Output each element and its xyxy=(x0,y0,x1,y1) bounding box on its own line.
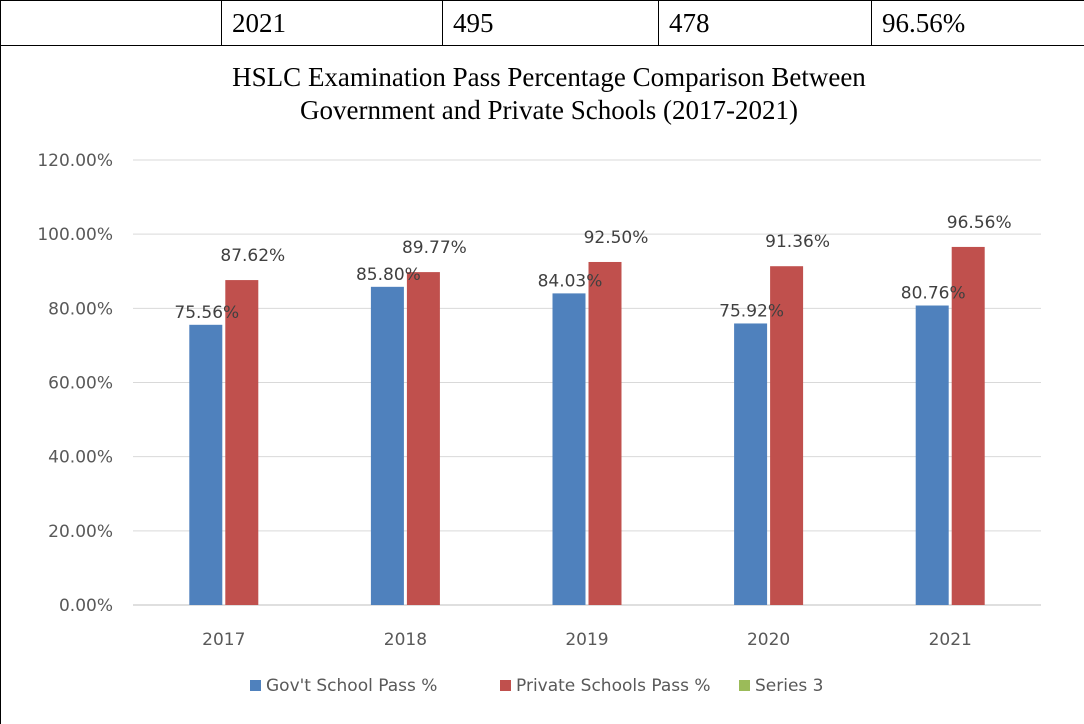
x-tick-label: 2020 xyxy=(747,630,790,650)
data-label-private: 92.50% xyxy=(584,228,649,248)
bar-govt xyxy=(370,286,404,605)
x-tick-label: 2017 xyxy=(202,630,245,650)
chart-area: HSLC Examination Pass Percentage Compari… xyxy=(0,46,1084,724)
y-tick-label: 80.00% xyxy=(48,299,113,319)
legend-label: Gov't School Pass % xyxy=(266,676,437,696)
data-label-private: 91.36% xyxy=(765,232,830,252)
y-tick-label: 40.00% xyxy=(48,448,113,468)
data-label-govt: 80.76% xyxy=(901,284,966,304)
data-label-govt: 75.56% xyxy=(174,303,239,323)
bar-private xyxy=(770,266,804,605)
data-label-private: 87.62% xyxy=(220,246,285,266)
bar-private xyxy=(588,261,622,605)
legend-label: Series 3 xyxy=(755,676,824,696)
data-label-govt: 85.80% xyxy=(356,265,421,285)
data-label-private: 96.56% xyxy=(947,213,1012,233)
bar-private xyxy=(225,280,259,605)
chart-title-line: Government and Private Schools (2017-202… xyxy=(300,95,798,125)
table-row: 2021 495 478 96.56% xyxy=(0,0,1084,46)
x-tick-label: 2019 xyxy=(565,630,608,650)
data-table: 2021 495 478 96.56% xyxy=(0,0,1084,46)
bar-private xyxy=(406,272,440,605)
bar-govt xyxy=(915,305,949,605)
data-label-private: 89.77% xyxy=(402,238,467,258)
table-cell-pass-percentage: 96.56% xyxy=(871,0,1084,46)
legend-swatch xyxy=(739,680,750,691)
y-tick-label: 120.00% xyxy=(37,151,113,171)
table-cell-blank xyxy=(0,0,222,46)
bar-chart: HSLC Examination Pass Percentage Compari… xyxy=(37,62,1041,696)
x-tick-label: 2018 xyxy=(384,630,427,650)
chart-title-line: HSLC Examination Pass Percentage Compari… xyxy=(232,62,866,92)
data-label-govt: 84.03% xyxy=(538,271,603,291)
bar-private xyxy=(951,246,985,605)
y-tick-label: 100.00% xyxy=(37,225,113,245)
bar-govt xyxy=(734,323,768,605)
legend-swatch xyxy=(500,680,511,691)
y-tick-label: 0.00% xyxy=(59,596,113,616)
table-cell-passed: 478 xyxy=(658,0,872,46)
bar-govt xyxy=(189,324,223,605)
table-cell-year: 2021 xyxy=(221,0,443,46)
data-label-govt: 75.92% xyxy=(719,301,784,321)
legend-swatch xyxy=(250,680,261,691)
y-tick-label: 60.00% xyxy=(48,374,113,394)
x-tick-label: 2021 xyxy=(929,630,972,650)
y-tick-label: 20.00% xyxy=(48,522,113,542)
legend-label: Private Schools Pass % xyxy=(516,676,711,696)
bar-govt xyxy=(552,293,586,605)
table-cell-appeared: 495 xyxy=(442,0,659,46)
